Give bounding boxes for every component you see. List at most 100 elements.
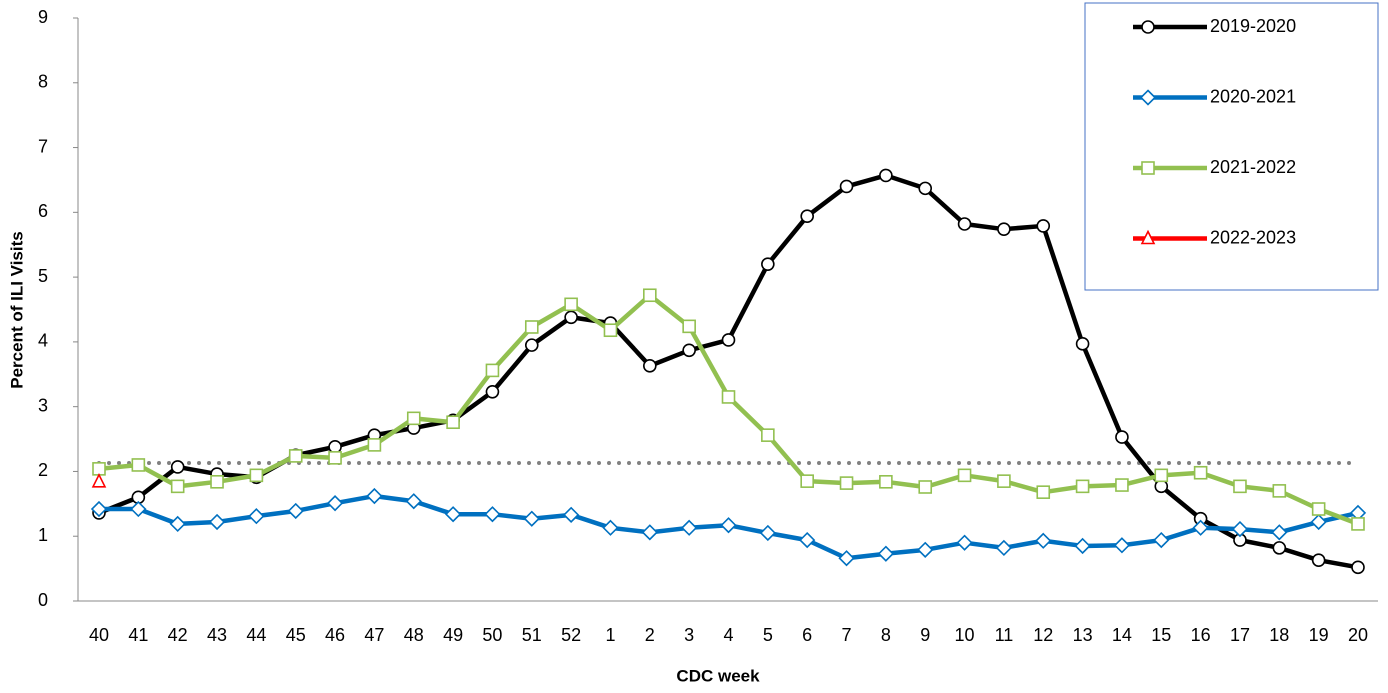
marker <box>1154 468 1169 483</box>
marker <box>956 534 973 551</box>
marker <box>170 460 185 474</box>
marker <box>682 319 696 334</box>
marker <box>1115 478 1129 492</box>
marker <box>800 209 814 224</box>
marker <box>799 531 816 549</box>
marker <box>210 475 224 489</box>
marker <box>1311 553 1326 567</box>
marker <box>131 458 146 472</box>
marker <box>1231 520 1249 538</box>
x-tick-label: 5 <box>763 625 773 645</box>
y-tick-label: 2 <box>38 460 48 480</box>
marker <box>90 500 108 518</box>
marker <box>1074 537 1091 555</box>
marker <box>406 411 421 426</box>
marker <box>602 519 619 536</box>
y-tick-label: 7 <box>38 136 48 156</box>
x-tick-label: 16 <box>1191 625 1211 645</box>
marker <box>91 473 107 488</box>
x-tick-label: 52 <box>561 625 581 645</box>
x-tick-label: 12 <box>1033 625 1053 645</box>
marker <box>1154 479 1169 494</box>
marker <box>523 510 540 527</box>
marker <box>1075 479 1090 494</box>
marker <box>761 428 775 442</box>
x-tick-label: 18 <box>1269 625 1289 645</box>
marker <box>720 517 737 534</box>
marker <box>1153 531 1170 549</box>
x-tick-label: 13 <box>1073 625 1093 645</box>
x-tick-label: 8 <box>881 625 891 645</box>
marker <box>643 359 657 373</box>
y-tick-label: 9 <box>38 7 48 27</box>
marker <box>1310 513 1327 531</box>
marker <box>366 487 383 505</box>
marker <box>485 363 500 378</box>
marker <box>524 338 539 352</box>
x-tick-label: 49 <box>443 625 463 645</box>
marker <box>1192 519 1209 536</box>
marker <box>1193 465 1208 480</box>
marker <box>248 508 265 525</box>
marker <box>1113 537 1131 554</box>
marker <box>367 438 382 452</box>
marker <box>1140 229 1156 245</box>
legend-label: 2022-2023 <box>1210 227 1296 247</box>
x-tick-label: 9 <box>920 625 930 645</box>
marker <box>562 506 580 523</box>
marker <box>879 168 893 183</box>
marker <box>995 539 1013 557</box>
marker <box>641 524 658 541</box>
marker <box>759 524 776 542</box>
marker <box>130 500 147 518</box>
marker <box>1233 479 1247 494</box>
x-tick-label: 43 <box>207 625 227 645</box>
marker <box>170 479 185 494</box>
marker <box>997 222 1011 236</box>
marker <box>918 181 933 196</box>
marker <box>446 415 460 430</box>
marker <box>169 515 186 533</box>
marker <box>1271 524 1288 541</box>
legend: 2019-2020 2020-2021 2021-2022 2022-2023 <box>1084 2 1379 291</box>
marker <box>839 476 854 490</box>
x-tick-label: 2 <box>645 625 655 645</box>
x-tick-label: 11 <box>995 625 1014 645</box>
marker <box>838 550 855 567</box>
marker <box>643 288 657 303</box>
x-tick-label: 45 <box>286 625 306 645</box>
marker <box>564 310 578 325</box>
marker <box>444 506 462 523</box>
x-tick-label: 41 <box>128 625 148 645</box>
x-tick-label: 6 <box>802 625 812 645</box>
marker <box>485 384 500 399</box>
marker <box>288 449 303 463</box>
marker <box>1139 89 1157 106</box>
x-tick-label: 15 <box>1151 625 1171 645</box>
marker <box>1272 541 1287 555</box>
x-tick-label: 17 <box>1230 625 1250 645</box>
series-line <box>98 292 1359 527</box>
marker <box>879 475 893 489</box>
x-tick-label: 10 <box>955 625 975 645</box>
y-tick-label: 0 <box>38 590 48 610</box>
marker <box>1351 560 1365 575</box>
marker <box>405 493 422 510</box>
marker <box>564 297 578 312</box>
x-tick-label: 44 <box>246 625 266 645</box>
marker <box>328 440 342 454</box>
x-tick-label: 51 <box>522 625 542 645</box>
marker <box>1036 485 1051 499</box>
marker <box>957 217 972 231</box>
marker <box>287 502 304 520</box>
x-tick-label: 7 <box>842 625 852 645</box>
x-tick-label: 3 <box>684 625 694 645</box>
marker <box>1141 161 1155 175</box>
x-tick-label: 4 <box>723 625 733 645</box>
marker <box>1036 219 1051 233</box>
marker <box>682 343 696 358</box>
marker <box>917 541 934 558</box>
marker <box>208 513 226 531</box>
x-tick-label: 20 <box>1348 625 1368 645</box>
